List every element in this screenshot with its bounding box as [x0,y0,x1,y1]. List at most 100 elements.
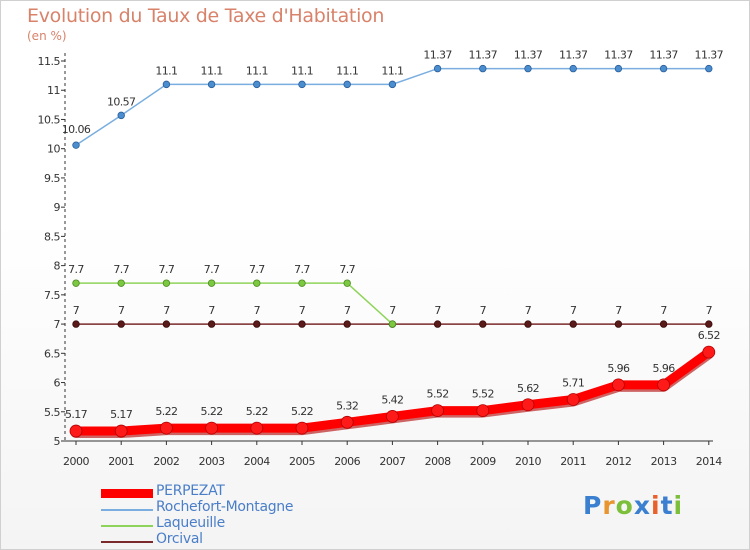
series-line [75,67,709,146]
data-point [72,141,80,149]
data-point [702,345,716,359]
data-label: 7 [73,304,80,317]
data-point [524,320,532,328]
data-label: 5.17 [65,408,88,421]
proxiti-logo: Proxiti [583,491,683,520]
data-label: 11.37 [514,49,543,62]
y-tick-label: 6.5 [44,347,60,360]
x-tick-label: 2001 [108,455,134,468]
x-tick-label: 2013 [651,455,677,468]
data-point [614,320,623,328]
data-point [705,64,713,73]
x-tick-label: 2004 [244,455,270,468]
y-tick-label: 9.5 [44,172,60,185]
data-point [162,279,171,287]
data-point [298,80,306,89]
x-tick-label: 2008 [425,455,451,468]
legend-swatch [101,489,153,498]
legend-swatch [101,525,153,527]
axes: 5 5.5 6 6.5 7 7.5 8 8.5 9 9.5 10 10.5 11 11.5 2000 2001… [38,53,723,468]
y-tick-label: 5.5 [44,406,60,419]
x-tick-label: 2007 [379,455,405,468]
data-point [340,415,354,429]
data-label: 7 [299,304,306,317]
data-point [476,404,490,418]
data-point [295,421,309,435]
data-label: 5.96 [653,362,676,375]
y-tick-label: 5 [54,435,61,448]
data-point [205,421,219,435]
logo-letter: x [633,491,651,520]
data-point [253,320,261,328]
logo-letter: i [673,491,684,520]
data-label: 11.37 [423,49,452,62]
series-rochefort-montagne [72,64,713,149]
y-tick-label: 9 [54,201,61,214]
data-label: 7.7 [339,263,355,276]
x-tick-label: 2012 [605,455,631,468]
data-label: 7 [570,304,577,317]
data-label: 5.22 [201,405,223,418]
legend-label: PERPEZAT [156,483,225,499]
data-label: 7.7 [68,263,84,276]
x-tick-label: 2003 [199,455,225,468]
data-label: 7 [118,304,125,317]
data-label: 7.7 [294,263,310,276]
data-label: 5.22 [291,405,313,418]
data-point [207,320,216,328]
data-point [343,80,351,89]
data-point [521,398,535,412]
data-point [343,320,351,328]
data-label: 7 [389,304,396,317]
x-tick-label: 2002 [153,455,179,468]
logo-letter: i [651,491,661,520]
data-label: 5.17 [110,408,133,421]
data-point [207,279,216,287]
data-point [479,64,487,73]
data-point [298,279,306,287]
legend-label: Rochefort-Montagne [156,499,294,515]
data-label: 7.7 [159,263,175,276]
x-tick-label: 2010 [515,455,541,468]
series-line [76,282,393,325]
data-label: 10.57 [107,95,136,108]
x-tick-label: 2011 [560,455,586,468]
data-label: 5.52 [472,388,494,401]
data-point [159,421,173,435]
data-point [250,421,264,435]
data-label: 11.37 [559,49,588,62]
data-label: 5.22 [246,405,268,418]
x-tick-label: 2006 [334,455,360,468]
data-label: 7 [163,304,170,317]
data-label: 11.1 [246,64,268,77]
legend-swatch [101,541,153,543]
y-tick-label: 6 [54,377,61,390]
series-laqueuille [72,279,397,328]
y-tick-label: 10 [47,143,60,156]
data-point [659,64,668,73]
data-point [612,378,625,392]
data-label: 7.7 [249,263,265,276]
data-point [69,424,83,438]
data-label: 11.37 [649,49,678,62]
series-perpezat [69,345,716,439]
data-label: 11.37 [469,49,498,62]
data-label: 5.32 [336,399,358,412]
data-label: 5.52 [427,388,449,401]
legend-item: Laqueuille [101,515,421,533]
data-point [253,279,261,287]
chart-title: Evolution du Taux de Taxe d'Habitation [27,5,385,27]
data-label: 11.1 [155,64,177,77]
data-label: 5.62 [517,382,539,395]
data-label: 7 [434,304,441,317]
y-tick-label: 7.5 [44,289,60,302]
logo-letter: o [615,491,634,520]
legend-item: Orcival [101,531,421,549]
y-tick-label: 7 [54,318,61,331]
data-label: 11.37 [695,49,724,62]
data-point [117,279,125,287]
legend-item: PERPEZAT [101,483,421,501]
series-orcival [72,320,713,328]
data-point [162,320,171,328]
